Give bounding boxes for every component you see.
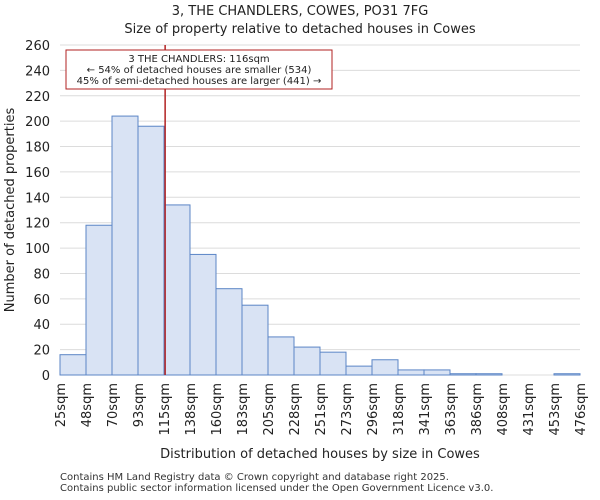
y-tick-label: 100 bbox=[25, 242, 50, 257]
y-tick-label: 80 bbox=[33, 267, 50, 282]
histogram-bar bbox=[111, 115, 139, 376]
chart-subtitle: Size of property relative to detached ho… bbox=[124, 22, 476, 37]
x-tick-label: 476sqm bbox=[574, 383, 589, 436]
x-tick-label: 138sqm bbox=[184, 383, 199, 436]
histogram-bar bbox=[371, 359, 399, 376]
x-tick-label: 318sqm bbox=[392, 383, 407, 436]
y-axis-ticks: 0 20 40 60 80 100 120 140 160 180 200 220 240 260 bbox=[25, 39, 50, 384]
x-tick-label: 93sqm bbox=[132, 383, 147, 427]
x-tick-label: 25sqm bbox=[54, 383, 69, 427]
y-tick-label: 260 bbox=[25, 39, 50, 54]
y-tick-label: 200 bbox=[25, 115, 50, 130]
y-tick-label: 20 bbox=[33, 344, 50, 359]
x-tick-label: 408sqm bbox=[496, 383, 511, 436]
annotation-line-1: 3 THE CHANDLERS: 116sqm bbox=[128, 54, 269, 65]
x-tick-label: 273sqm bbox=[340, 383, 355, 436]
histogram-bar bbox=[59, 354, 87, 376]
x-tick-label: 296sqm bbox=[366, 383, 381, 436]
annotation-line-3: 45% of semi-detached houses are larger (… bbox=[77, 76, 322, 87]
histogram-bar bbox=[345, 365, 373, 376]
x-tick-label: 160sqm bbox=[210, 383, 225, 436]
x-tick-label: 386sqm bbox=[470, 383, 485, 436]
x-axis-title: Distribution of detached houses by size … bbox=[160, 447, 480, 462]
histogram-bar bbox=[137, 125, 165, 376]
histogram-bar bbox=[85, 224, 113, 376]
x-tick-label: 431sqm bbox=[522, 383, 537, 436]
x-tick-label: 115sqm bbox=[158, 383, 173, 436]
page-title: 3, THE CHANDLERS, COWES, PO31 7FG bbox=[171, 4, 429, 19]
footer-line-1: Contains HM Land Registry data © Crown c… bbox=[60, 472, 449, 483]
histogram-bar bbox=[215, 288, 243, 376]
chart-title-block: 3, THE CHANDLERS, COWES, PO31 7FG Size o… bbox=[0, 3, 600, 39]
y-tick-label: 120 bbox=[25, 217, 50, 232]
property-annotation: 3 THE CHANDLERS: 116sqm ← 54% of detache… bbox=[65, 49, 333, 90]
y-tick-label: 240 bbox=[25, 64, 50, 79]
histogram-bar bbox=[553, 373, 581, 376]
histogram-bar bbox=[397, 369, 425, 376]
x-tick-label: 205sqm bbox=[262, 383, 277, 436]
histogram-bar bbox=[241, 304, 269, 376]
x-tick-label: 341sqm bbox=[418, 383, 433, 436]
bar-layer bbox=[59, 115, 581, 376]
attribution-footer: Contains HM Land Registry data © Crown c… bbox=[60, 472, 493, 494]
y-tick-label: 180 bbox=[25, 141, 50, 156]
y-tick-label: 220 bbox=[25, 90, 50, 105]
histogram-bar bbox=[319, 351, 347, 376]
y-axis-title: Number of detached properties bbox=[3, 108, 18, 313]
histogram-bar bbox=[423, 369, 451, 376]
x-tick-label: 251sqm bbox=[314, 383, 329, 436]
y-tick-label: 60 bbox=[33, 293, 50, 308]
x-tick-label: 48sqm bbox=[80, 383, 95, 427]
footer-line-2: Contains public sector information licen… bbox=[60, 483, 494, 494]
histogram-bar bbox=[163, 204, 191, 376]
x-tick-label: 453sqm bbox=[548, 383, 563, 436]
histogram-bar bbox=[475, 373, 503, 376]
x-tick-label: 228sqm bbox=[288, 383, 303, 436]
annotation-line-2: ← 54% of detached houses are smaller (53… bbox=[87, 65, 312, 76]
x-tick-label: 70sqm bbox=[106, 383, 121, 427]
y-tick-label: 160 bbox=[25, 166, 50, 181]
histogram-bar bbox=[189, 253, 217, 376]
histogram-bar bbox=[449, 373, 477, 376]
y-tick-label: 140 bbox=[25, 191, 50, 206]
y-tick-label: 40 bbox=[33, 318, 50, 333]
x-tick-label: 183sqm bbox=[236, 383, 251, 436]
x-axis-ticks: 25sqm 48sqm 70sqm 93sqm 115sqm 138sqm 160sqm 18… bbox=[54, 383, 589, 436]
annotation-box bbox=[65, 49, 333, 90]
histogram-bar bbox=[267, 336, 295, 376]
x-tick-label: 363sqm bbox=[444, 383, 459, 436]
y-tick-label: 0 bbox=[42, 369, 50, 384]
histogram-bar bbox=[293, 346, 321, 376]
